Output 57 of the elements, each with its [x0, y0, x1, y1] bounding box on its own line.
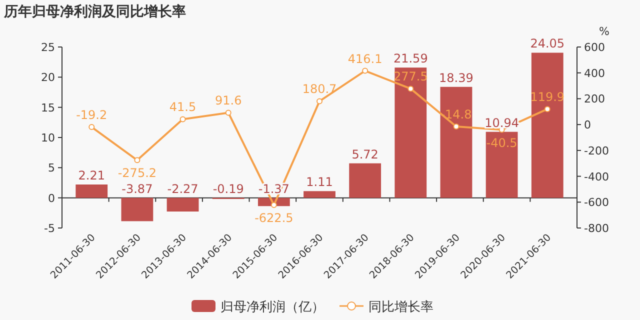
point [134, 157, 140, 164]
y-tick-label: 0 [48, 192, 55, 205]
data-label: 41.5 [169, 100, 196, 114]
bar [440, 86, 472, 198]
data-label: -275.2 [118, 166, 157, 180]
y2-tick-label: 200 [584, 92, 605, 106]
y2-tick-label: -400 [584, 170, 609, 184]
point [408, 86, 414, 92]
y2-tick-label: 400 [584, 66, 605, 80]
bar [531, 52, 564, 198]
bar [349, 163, 382, 198]
data-label: 18.39 [439, 70, 474, 85]
bar [76, 184, 108, 198]
data-label: -14.8 [440, 107, 472, 122]
data-label: -2.27 [167, 182, 198, 196]
y-tick-label: 10 [41, 132, 55, 144]
y-tick-label: 15 [41, 101, 55, 114]
bar [166, 198, 199, 212]
y-tick-label: 25 [41, 41, 55, 54]
data-label: 1.11 [306, 175, 333, 190]
legend-label: 同比增长率 [368, 299, 434, 315]
data-label: 2.21 [78, 168, 105, 182]
y2-tick-label: -800 [584, 222, 609, 235]
data-label: 180.7 [302, 82, 337, 96]
point [544, 106, 550, 112]
point [362, 68, 368, 74]
data-label: 5.72 [352, 147, 378, 162]
point [225, 110, 232, 116]
legend-label: 归母净利润（亿） [220, 300, 324, 315]
y2-tick-label: -600 [584, 196, 609, 210]
data-label: -0.19 [212, 182, 244, 196]
data-label: -3.87 [122, 182, 153, 196]
bar [304, 191, 336, 198]
y2-tick-label: 0 [584, 118, 591, 132]
data-label: 91.6 [214, 94, 242, 108]
chart-title: 历年归母净利润及同比增长率 [3, 3, 186, 20]
bar [486, 132, 518, 198]
data-label: 416.1 [348, 52, 382, 66]
data-label: -19.2 [76, 108, 108, 122]
point [180, 116, 186, 122]
data-label: 24.05 [530, 36, 565, 51]
y-tick-label: 5 [48, 162, 55, 175]
point [316, 98, 322, 104]
point [88, 124, 95, 130]
bar [394, 68, 427, 198]
data-label: -40.5 [486, 136, 518, 150]
y2-tick-label: -200 [584, 144, 609, 158]
y-tick-label: 20 [41, 71, 55, 84]
y2-axis-title: % [599, 25, 610, 38]
point [453, 123, 460, 130]
y-tick-label: -5 [44, 222, 55, 235]
y2-tick-label: 600 [584, 41, 605, 54]
data-label: -622.5 [254, 211, 294, 226]
point [270, 202, 277, 208]
data-label: 10.94 [484, 116, 519, 130]
data-label: 21.59 [393, 52, 428, 66]
bar [121, 198, 154, 222]
